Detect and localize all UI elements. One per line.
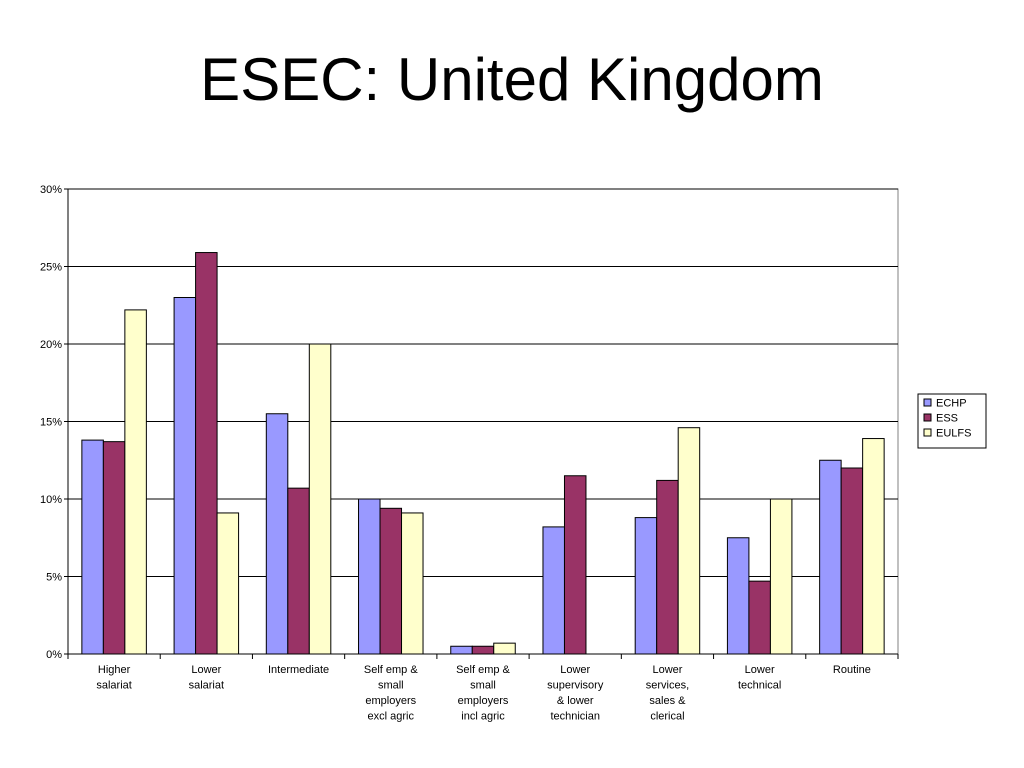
bar-eulfs [124,309,147,655]
x-tick-label: Self emp & small employers incl agric [456,664,510,723]
legend-swatch-eulfs [923,428,932,437]
x-tick-label-line: Lower [191,664,221,676]
x-tick-label: Self emp & small employers excl agric [364,664,418,723]
x-tick-label-line: clerical [650,711,684,723]
x-tick-label-line: excl agric [368,711,415,723]
y-tick-labels: 0% 5% 10% 15% 20% 25% 30% [40,184,62,661]
x-tick-label-line: employers [458,695,509,707]
bar-ess [748,580,771,655]
bar-echp [81,439,104,655]
bar-ess [471,645,495,655]
y-tick-label: 30% [40,184,62,196]
bar-ess [656,479,679,655]
bar-ess [102,441,126,655]
bar-eulfs [308,343,332,655]
x-tick-label-line: employers [365,695,416,707]
x-tick-label-line: Routine [833,664,871,676]
legend-label-echp: ECHP [936,398,967,410]
x-tick-label-line: salariat [96,680,131,692]
legend-swatch-ess [923,413,932,422]
bar-echp [450,645,473,655]
x-tick-label-line: services, [646,680,689,692]
legend-swatch-echp [923,398,932,407]
bar-ess [287,487,310,655]
y-tick-label: 15% [40,417,62,429]
legend: ECHP ESS EULFS [917,393,987,449]
x-tick-label-line: Lower [560,664,590,676]
y-tick-label: 25% [40,262,62,274]
x-tick-label-line: Lower [652,664,682,676]
x-tick-label-line: supervisory [547,680,604,692]
x-tick-label: Lower salariat [189,664,224,692]
bar-echp [358,498,381,655]
x-tick-label-line: Self emp & [364,664,418,676]
x-tick-label-line: incl agric [461,711,505,723]
bar-echp [819,459,842,655]
bar-eulfs [493,642,516,655]
legend-label-ess: ESS [936,413,958,425]
x-tick-label-line: & lower [557,695,594,707]
x-tick-label: Intermediate [268,664,329,676]
x-tick-label: Routine [833,664,871,676]
bar-echp [542,526,565,655]
y-tick-label: 0% [46,649,62,661]
x-tick-label: Lower supervisory & lower technician [547,664,604,723]
x-tick-labels: Higher salariat Lower salariat Intermediate S… [96,664,870,723]
x-tick-label: Lower services, sales & clerical [646,664,689,723]
x-tick-label-line: technician [550,711,600,723]
y-tick-label: 20% [40,339,62,351]
bar-eulfs [677,427,701,655]
bar-echp [726,537,750,655]
bar-eulfs [216,512,240,655]
bar-echp [634,517,658,655]
legend-label-eulfs: EULFS [936,428,971,440]
y-tick-label: 5% [46,572,62,584]
bar-ess [379,507,403,655]
x-tick-label-line: small [470,680,496,692]
bar-ess [840,467,864,655]
bar-echp [265,413,289,655]
bars [81,252,885,655]
axes [64,188,899,659]
x-tick-label-line: Higher [98,664,131,676]
x-tick-label: Higher salariat [96,664,131,692]
bar-eulfs [769,498,793,655]
x-tick-label-line: sales & [649,695,686,707]
bar-echp [173,297,197,655]
bar-eulfs [862,438,885,655]
y-tick-label: 10% [40,494,62,506]
x-tick-label: Lower technical [738,664,781,692]
x-tick-label-line: Lower [745,664,775,676]
bar-eulfs [401,512,424,655]
x-tick-label-line: Intermediate [268,664,329,676]
x-tick-label-line: technical [738,680,781,692]
x-tick-label-line: Self emp & [456,664,510,676]
x-tick-label-line: salariat [189,680,224,692]
slide-title: ESEC: United Kingdom [200,46,824,113]
bar-ess [195,252,218,655]
x-tick-label-line: small [378,680,404,692]
bar-ess [563,475,587,655]
